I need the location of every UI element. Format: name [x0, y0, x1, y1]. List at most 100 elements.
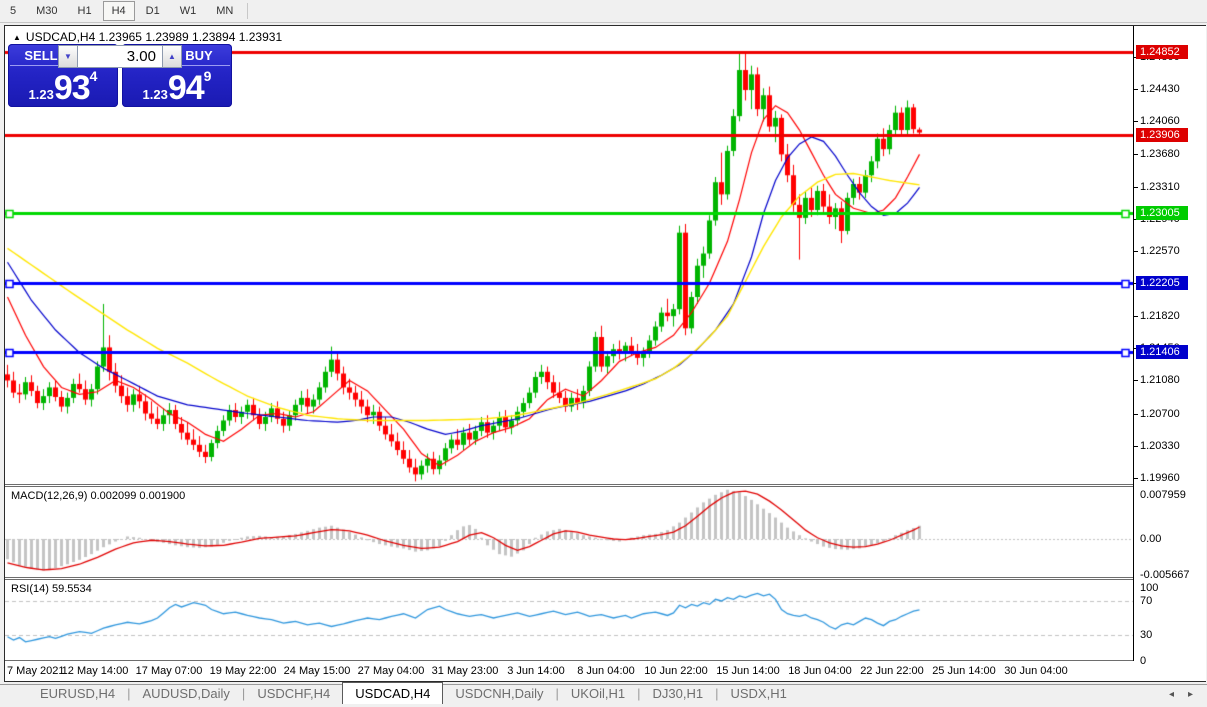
timeframe-toolbar: 5 M30 H1 H4 D1 W1 MN [0, 0, 1207, 23]
price-tick-mark [1134, 316, 1138, 318]
price-tick-label: 1.24060 [1140, 115, 1180, 128]
pane-splitter[interactable] [5, 660, 1205, 661]
price-level-badge: 1.21406 [1136, 345, 1188, 360]
tab-scroll-controls: ◂ ▸ [1169, 689, 1193, 700]
tab-separator: | [241, 686, 246, 701]
pane-splitter[interactable] [5, 577, 1205, 580]
sell-price-small: 1.23 [28, 87, 54, 102]
symbol-info-line: ▲ USDCAD,H4 1.23965 1.23989 1.23894 1.23… [13, 30, 282, 44]
tab-usdchf-h4[interactable]: USDCHF,H4 [257, 686, 331, 701]
date-tick-label: 27 May 04:00 [357, 665, 425, 677]
time-axis[interactable]: 7 May 2021 12 May 14:00 17 May 07:00 19 May… [5, 661, 1133, 681]
price-tick-label: 1.20700 [1140, 407, 1180, 420]
rsi-tick-label: 70 [1140, 595, 1153, 607]
bottom-strip [0, 704, 1207, 707]
price-tick-label: 1.21080 [1140, 374, 1180, 387]
macd-pane: MACD(12,26,9) 0.002099 0.001900 [5, 487, 1133, 577]
price-tick-mark [1134, 186, 1138, 188]
timeframe-button-h4[interactable]: H4 [102, 1, 135, 21]
one-click-trade-panel: SELL 1.23934 BUY 1.23949 ▼ 3.00 ▲ [8, 44, 232, 107]
sell-button[interactable]: SELL [10, 46, 72, 66]
price-tick-mark [1134, 445, 1138, 447]
rsi-tick-label: 0 [1140, 654, 1147, 667]
tab-usdcnh-daily[interactable]: USDCNH,Daily [455, 686, 544, 701]
axis-divider [1133, 26, 1134, 661]
price-tick-mark [1134, 89, 1138, 91]
timeframe-button-m30[interactable]: M30 [36, 5, 58, 17]
tab-audusd-daily[interactable]: AUDUSD,Daily [142, 686, 230, 701]
date-tick-label: 22 Jun 22:00 [860, 665, 924, 677]
timeframe-button-h1[interactable]: H1 [77, 5, 92, 17]
toolbar-separator [247, 3, 249, 19]
date-tick-label: 17 May 07:00 [135, 665, 203, 677]
rsi-chart-canvas[interactable] [5, 580, 1133, 660]
symbol-ohlc-text: USDCAD,H4 1.23965 1.23989 1.23894 1.2393… [25, 30, 283, 44]
sell-price-sup: 4 [89, 68, 98, 84]
date-tick-label: 7 May 2021 [7, 665, 65, 677]
rsi-pane: RSI(14) 59.5534 [5, 580, 1133, 660]
price-level-badge: 1.24852 [1136, 45, 1188, 60]
macd-tick-label: 0.00 [1140, 533, 1162, 545]
sell-price-big: 93 [53, 69, 91, 107]
timeframe-button-5[interactable]: 5 [10, 5, 17, 17]
tab-dj30-h1[interactable]: DJ30,H1 [652, 686, 704, 701]
date-tick-label: 19 May 22:00 [209, 665, 277, 677]
price-tick-label: 1.23680 [1140, 148, 1180, 161]
price-level-badge: 1.23906 [1136, 127, 1188, 142]
buy-price: 1.23949 [122, 68, 232, 107]
volume-increase-button[interactable]: ▲ [162, 45, 182, 68]
price-tick-label: 1.23310 [1140, 180, 1180, 193]
price-tick-label: 1.22570 [1140, 244, 1180, 257]
rsi-tick-label: 30 [1140, 629, 1153, 641]
date-tick-label: 12 May 14:00 [61, 665, 129, 677]
volume-decrease-button[interactable]: ▼ [58, 45, 78, 68]
volume-widget: ▼ 3.00 ▲ [58, 45, 182, 68]
sell-price: 1.23934 [8, 68, 118, 107]
tab-separator: | [127, 686, 131, 701]
price-tick-label: 1.19960 [1140, 471, 1180, 484]
price-tick-label: 1.20330 [1140, 439, 1180, 452]
timeframe-button-w1[interactable]: W1 [179, 5, 197, 17]
price-tick-mark [1134, 250, 1138, 252]
macd-tick-label: -0.005667 [1140, 568, 1190, 581]
price-tick-mark [1134, 154, 1138, 156]
rsi-label: RSI(14) 59.5534 [11, 583, 92, 595]
rsi-tick-label: 100 [1140, 582, 1159, 594]
tab-usdx-h1[interactable]: USDX,H1 [730, 686, 787, 701]
pane-splitter[interactable] [5, 484, 1205, 487]
price-tick-mark [1134, 380, 1138, 382]
price-tick-label: 1.21820 [1140, 310, 1180, 323]
price-tick-mark [1134, 477, 1138, 479]
date-tick-label: 3 Jun 14:00 [507, 665, 565, 677]
chart-tab-bar: EURUSD,H4 | AUDUSD,Daily | USDCHF,H4 USDCAD,H… [0, 682, 1207, 704]
tab-separator: | [555, 686, 559, 701]
date-tick-label: 10 Jun 22:00 [644, 665, 708, 677]
collapse-triangle-icon[interactable]: ▲ [13, 32, 21, 42]
price-axis[interactable]: 1.248001.244301.240601.236801.233101.229… [1134, 26, 1206, 681]
timeframe-button-mn[interactable]: MN [216, 5, 234, 17]
buy-price-big: 94 [167, 69, 205, 107]
date-tick-label: 8 Jun 04:00 [577, 665, 635, 677]
tab-separator: | [637, 686, 641, 701]
date-tick-label: 30 Jun 04:00 [1004, 665, 1068, 677]
buy-price-sup: 9 [203, 68, 212, 84]
price-level-badge: 1.23005 [1136, 206, 1188, 221]
macd-chart-canvas[interactable] [5, 487, 1133, 577]
chart-window: ▲ USDCAD,H4 1.23965 1.23989 1.23894 1.23… [4, 25, 1206, 682]
tab-scroll-right-icon[interactable]: ▸ [1187, 689, 1193, 700]
tab-ukoil-h1[interactable]: UKOil,H1 [570, 686, 626, 701]
price-tick-mark [1134, 413, 1138, 415]
date-tick-label: 15 Jun 14:00 [716, 665, 780, 677]
tab-eurusd-h4[interactable]: EURUSD,H4 [40, 686, 116, 701]
volume-input[interactable]: 3.00 [78, 45, 162, 68]
buy-button[interactable]: BUY [168, 46, 230, 66]
date-tick-label: 25 Jun 14:00 [932, 665, 996, 677]
buy-price-small: 1.23 [142, 87, 168, 102]
tab-scroll-left-icon[interactable]: ◂ [1168, 689, 1174, 700]
tab-usdcad-h4[interactable]: USDCAD,H4 [342, 682, 444, 704]
macd-label: MACD(12,26,9) 0.002099 0.001900 [11, 490, 186, 502]
timeframe-button-d1[interactable]: D1 [145, 5, 160, 17]
date-tick-label: 31 May 23:00 [431, 665, 499, 677]
price-tick-mark [1134, 121, 1138, 123]
date-tick-label: 24 May 15:00 [283, 665, 351, 677]
